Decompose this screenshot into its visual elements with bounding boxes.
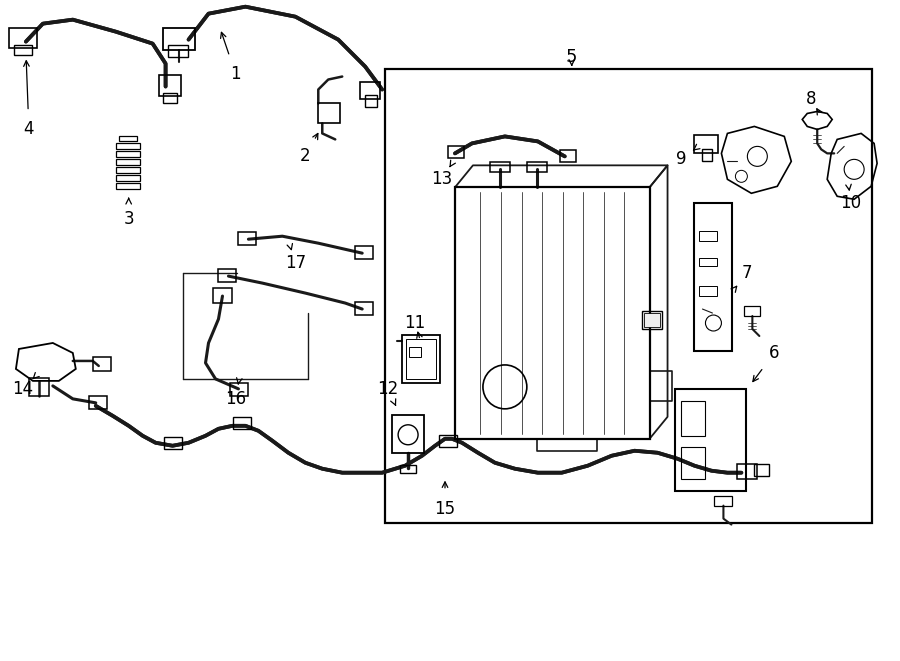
Text: 14: 14	[13, 380, 33, 398]
Bar	[695, 204, 733, 351]
Bar	[163, 28, 194, 50]
Bar	[212, 288, 232, 303]
Bar	[356, 246, 373, 259]
Text: 12: 12	[377, 380, 399, 398]
Text: 4: 4	[23, 120, 34, 138]
Bar	[365, 95, 377, 108]
Bar	[526, 163, 547, 173]
Bar	[642, 311, 662, 329]
Bar	[119, 136, 137, 141]
Bar	[410, 347, 421, 357]
Text: 11: 11	[404, 314, 426, 332]
Bar	[400, 465, 416, 473]
Bar	[89, 396, 107, 409]
Bar	[167, 44, 187, 57]
Bar	[703, 149, 713, 161]
Text: 13: 13	[431, 171, 453, 188]
Bar	[754, 464, 770, 476]
Bar	[490, 163, 510, 173]
Bar	[356, 302, 373, 315]
Bar	[116, 143, 140, 149]
Bar	[116, 183, 140, 189]
Bar	[737, 464, 758, 479]
Bar	[164, 437, 182, 449]
Bar	[158, 75, 181, 97]
Text: 3: 3	[123, 210, 134, 228]
Bar	[219, 269, 237, 282]
Bar	[406, 339, 436, 379]
Bar	[699, 258, 717, 266]
Bar	[699, 286, 717, 296]
Text: 15: 15	[435, 500, 455, 518]
Bar	[644, 313, 660, 327]
Bar	[116, 167, 140, 173]
Bar	[448, 146, 464, 159]
Bar	[455, 187, 650, 439]
Text: 7: 7	[742, 264, 752, 282]
Bar	[674, 389, 746, 490]
Bar	[116, 151, 140, 157]
Bar	[233, 417, 251, 429]
Bar	[116, 159, 140, 165]
Bar	[680, 447, 706, 479]
Bar	[699, 231, 717, 241]
Bar	[116, 175, 140, 181]
Bar	[680, 401, 706, 436]
Bar	[29, 378, 49, 396]
Bar	[360, 81, 380, 100]
Bar	[695, 136, 718, 153]
Text: 2: 2	[300, 147, 310, 165]
Text: 1: 1	[230, 65, 241, 83]
Text: 10: 10	[841, 194, 861, 212]
Bar	[560, 151, 576, 163]
Bar	[744, 306, 760, 316]
Text: 9: 9	[676, 150, 687, 169]
Bar	[163, 93, 176, 104]
Bar	[439, 435, 457, 447]
Text: 17: 17	[284, 254, 306, 272]
Bar	[230, 383, 248, 396]
Text: 16: 16	[225, 390, 246, 408]
Bar	[715, 496, 733, 506]
Bar	[9, 28, 37, 48]
Bar	[93, 357, 111, 371]
Bar	[238, 232, 256, 245]
Text: 8: 8	[806, 91, 816, 108]
Bar	[319, 104, 340, 124]
Bar	[402, 335, 440, 383]
Bar	[385, 69, 872, 523]
Text: 6: 6	[770, 344, 779, 362]
Bar	[392, 415, 424, 453]
Bar	[14, 44, 32, 55]
Text: 5: 5	[566, 48, 578, 65]
